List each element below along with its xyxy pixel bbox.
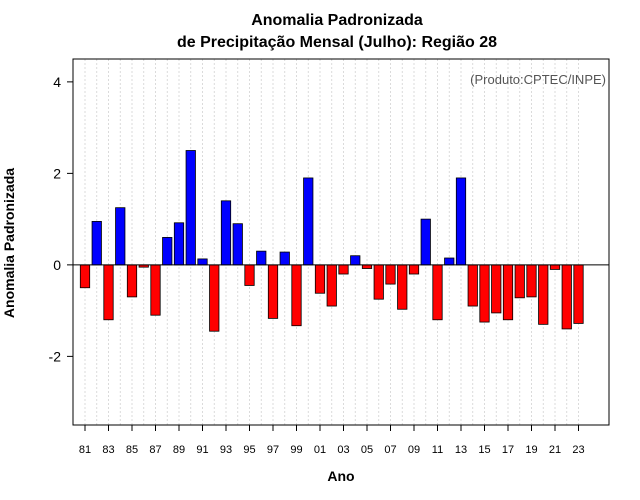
bar-83 (103, 264, 114, 321)
x-tick-label-17: 17 (502, 444, 514, 456)
bar-82 (91, 221, 102, 266)
bar-97 (267, 264, 279, 319)
bar-94 (232, 223, 243, 266)
bar-10 (420, 218, 431, 266)
x-tick-label-19: 19 (525, 444, 537, 456)
bar-09 (408, 264, 420, 275)
bar-14 (467, 264, 478, 307)
bar-12 (444, 257, 455, 266)
x-tick-label-97: 97 (267, 444, 279, 456)
y-tick-label-0: 0 (53, 257, 61, 273)
bar-98 (279, 251, 290, 266)
x-tick-label-03: 03 (337, 444, 349, 456)
x-tick-label-07: 07 (384, 444, 396, 456)
bar-93 (220, 200, 232, 266)
x-tick-label-95: 95 (243, 444, 255, 456)
bar-20 (538, 264, 549, 325)
bar-06 (373, 264, 384, 300)
bar-00 (303, 177, 314, 266)
x-tick-label-13: 13 (455, 444, 467, 456)
bar-07 (385, 264, 396, 285)
y-tick-label-4: 4 (53, 74, 61, 90)
bar-08 (397, 264, 408, 310)
bar-15 (479, 264, 490, 323)
bar-23 (573, 264, 584, 324)
chart-title-line1: Anomalia Padronizada (251, 12, 423, 29)
x-axis: 81 83 85 87 89 91 93 95 97 99 01 03 05 07 09 11 13 15 17 19… (79, 425, 585, 456)
bar-11 (432, 264, 443, 321)
y-tick-label-2: 2 (53, 165, 61, 181)
bar-96 (256, 250, 267, 266)
bar-91 (197, 258, 208, 266)
bar-05 (361, 264, 373, 269)
bar-87 (150, 264, 161, 316)
y-tick-label--2: -2 (49, 348, 62, 364)
bar-21 (549, 264, 561, 270)
vertical-gridlines (84, 59, 579, 425)
x-tick-label-93: 93 (220, 444, 232, 456)
bar-16 (491, 264, 502, 314)
x-tick-label-05: 05 (361, 444, 373, 456)
bar-series (79, 150, 584, 332)
bar-01 (314, 264, 326, 294)
bar-99 (291, 264, 302, 327)
x-tick-label-15: 15 (478, 444, 490, 456)
chart-title-line2: de Precipitação Mensal (Julho): Região 2… (177, 34, 497, 51)
x-tick-label-81: 81 (79, 444, 91, 456)
bar-02 (326, 264, 337, 307)
x-tick-label-89: 89 (173, 444, 185, 456)
bar-04 (350, 255, 361, 266)
bar-17 (502, 264, 514, 321)
credit-label: (Produto:CPTEC/INPE) (470, 72, 606, 87)
bar-22 (561, 264, 572, 330)
bar-19 (526, 264, 537, 298)
bar-89 (173, 222, 185, 266)
x-tick-label-99: 99 (290, 444, 302, 456)
x-tick-label-83: 83 (102, 444, 114, 456)
bar-18 (514, 264, 525, 299)
x-tick-label-85: 85 (126, 444, 138, 456)
x-tick-label-21: 21 (549, 444, 561, 456)
bar-13 (455, 177, 467, 266)
x-tick-label-91: 91 (196, 444, 208, 456)
bar-88 (162, 237, 173, 266)
bar-84 (115, 207, 126, 266)
bar-90 (185, 150, 196, 266)
y-axis: -2 0 2 4 (49, 74, 73, 364)
plot-area-frame (72, 58, 610, 426)
bar-92 (209, 264, 220, 332)
bar-81 (79, 264, 91, 289)
y-axis-label: Anomalia Padronizada (1, 168, 17, 318)
x-tick-label-11: 11 (432, 444, 443, 456)
x-tick-label-23: 23 (572, 444, 584, 456)
x-axis-label: Ano (327, 468, 354, 484)
bar-03 (338, 264, 349, 275)
x-tick-label-01: 01 (314, 444, 326, 456)
x-tick-label-87: 87 (149, 444, 161, 456)
bar-85 (126, 264, 138, 298)
x-tick-label-09: 09 (408, 444, 420, 456)
bar-95 (244, 264, 255, 286)
